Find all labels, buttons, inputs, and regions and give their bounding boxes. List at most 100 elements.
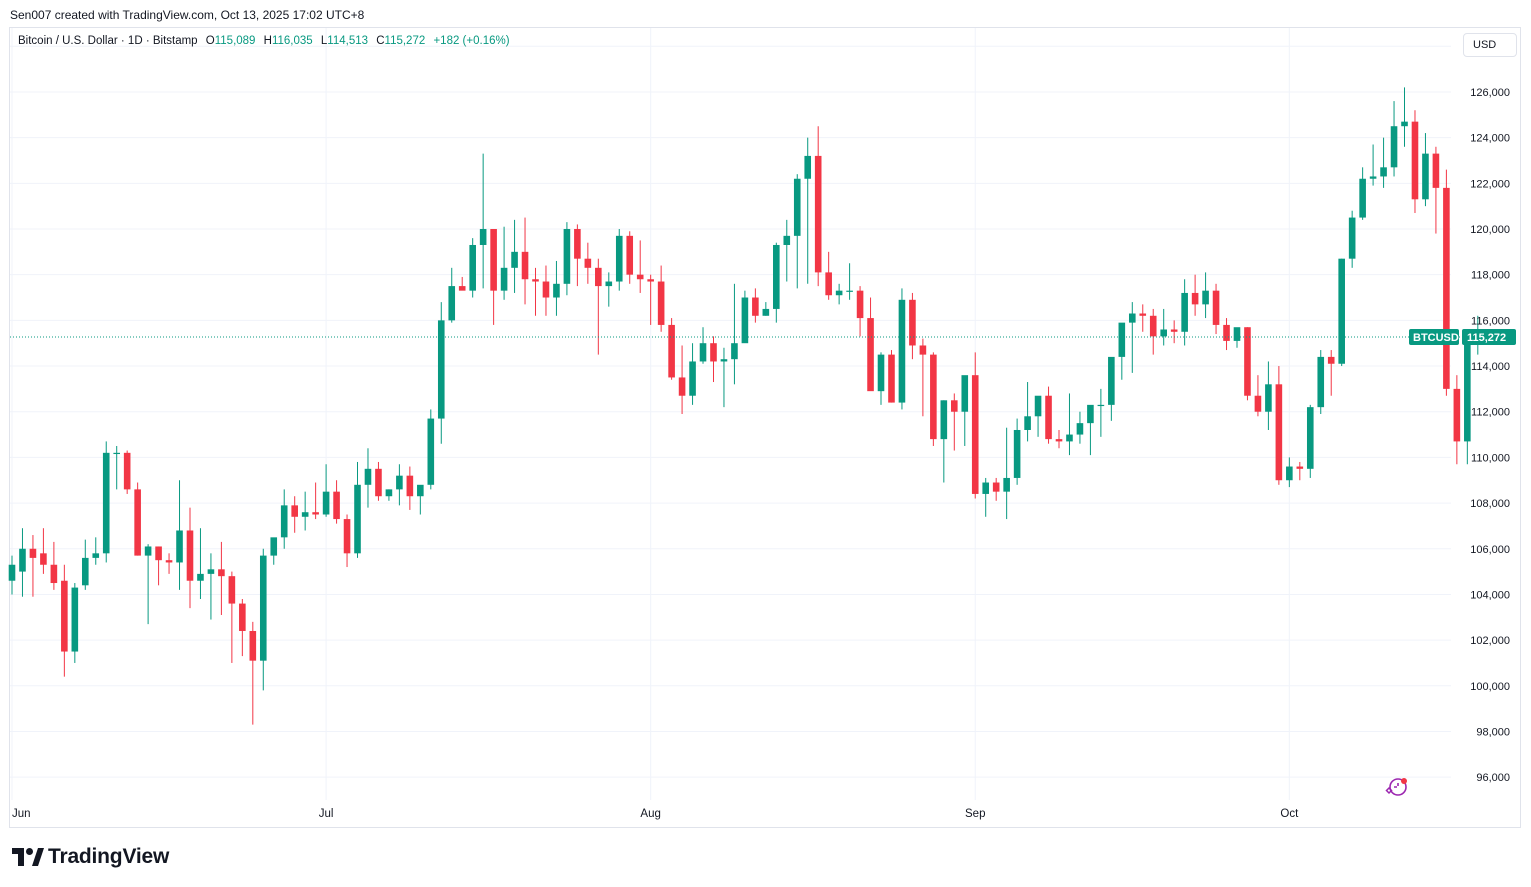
time-axis: Jun Jul Aug Sep Oct <box>12 808 1299 820</box>
candle-up <box>741 290 749 344</box>
candle-up <box>259 548 267 691</box>
candle-down <box>123 450 131 494</box>
candle-up <box>176 480 183 590</box>
candle-body <box>605 281 613 287</box>
candle-down <box>1244 327 1251 401</box>
candle-body <box>207 569 215 574</box>
candle-body <box>752 297 759 316</box>
candle-down <box>595 258 602 355</box>
candle-body <box>259 555 267 661</box>
candle-body <box>322 491 330 515</box>
candle-body <box>825 272 832 296</box>
candle-down <box>930 352 937 446</box>
candle-up <box>804 137 812 284</box>
symbol-legend[interactable]: Bitcoin / U.S. Dollar · 1D · Bitstamp O1… <box>18 35 510 47</box>
candle-up <box>113 445 120 490</box>
price-axis: 96,000 98,000 100,000 102,000 104,000 106,000… <box>1470 41 1510 784</box>
candle-down <box>1139 304 1147 332</box>
candle-down <box>971 352 979 499</box>
candle-body <box>1348 217 1356 259</box>
candle-body <box>50 564 58 584</box>
candle-down <box>657 265 665 332</box>
time-tick-label: Oct <box>1280 808 1299 820</box>
candle-body <box>291 505 298 517</box>
candle-down <box>1045 386 1052 444</box>
candle-down <box>165 553 173 574</box>
candle-body <box>1432 153 1440 188</box>
candle-body <box>940 400 948 440</box>
candle-body <box>1453 388 1461 442</box>
price-tick-label: 120,000 <box>1470 224 1510 236</box>
candle-body <box>741 297 749 344</box>
price-tick-label: 100,000 <box>1470 681 1510 693</box>
candle-up <box>364 448 372 508</box>
candle-body <box>197 573 204 581</box>
candle-up <box>280 489 288 549</box>
candle-body <box>385 489 393 497</box>
candle-body <box>19 548 26 572</box>
candle-down <box>1170 320 1178 344</box>
candle-body <box>228 576 236 604</box>
tradingview-brand[interactable]: TradingView <box>12 845 170 868</box>
candle-down <box>61 564 68 677</box>
candle-body <box>448 286 456 321</box>
price-tick-label: 104,000 <box>1470 589 1510 601</box>
candle-down <box>375 461 382 501</box>
tradingview-logo-icon <box>12 848 44 866</box>
price-tag: BTCUSD 115,272 <box>1409 328 1516 345</box>
candle-body <box>343 519 351 554</box>
candle-down <box>50 541 58 590</box>
candle-down <box>218 541 225 615</box>
candle-body <box>1464 340 1471 442</box>
candle-down <box>532 267 539 316</box>
chart-attribution: Sen007 created with TradingView.com, Oct… <box>10 8 365 22</box>
candle-body <box>1223 324 1230 341</box>
candle-up <box>762 302 770 316</box>
candle-down <box>29 535 37 597</box>
candle-up <box>1306 404 1314 478</box>
candle-body <box>165 560 173 563</box>
candle-body <box>364 468 372 485</box>
candle-down <box>1254 375 1262 417</box>
candle-body <box>490 228 497 291</box>
candle-down <box>825 251 832 300</box>
horizontal-gridlines <box>10 45 1451 778</box>
candle-down <box>647 274 654 325</box>
candle-up <box>1338 258 1345 367</box>
currency-button[interactable]: USD <box>1463 33 1517 57</box>
candle-body <box>1128 313 1136 323</box>
time-tick-label: Jul <box>319 808 334 820</box>
candle-body <box>155 546 162 561</box>
candle-body <box>762 308 770 316</box>
candle-up <box>479 153 487 289</box>
tradingview-wordmark: TradingView <box>48 845 170 868</box>
candle-up <box>270 537 278 565</box>
legend-symbol: Bitcoin / U.S. Dollar · 1D · Bitstamp <box>18 35 198 47</box>
candle-body <box>930 354 937 440</box>
candle-body <box>783 235 791 245</box>
candle-body <box>1139 313 1147 316</box>
candle-body <box>144 546 152 556</box>
candle-down <box>1296 461 1304 481</box>
candle-up <box>1118 322 1126 380</box>
candle-body <box>239 603 246 631</box>
candle-up <box>448 267 456 323</box>
candle-down <box>814 126 822 287</box>
candle-down <box>333 480 340 524</box>
legend-open-label: O <box>205 35 215 47</box>
candle-body <box>375 468 382 497</box>
candle-body <box>1066 434 1073 442</box>
candle-body <box>186 530 194 581</box>
candle-body <box>532 279 539 282</box>
candle-body <box>1338 258 1345 364</box>
candle-up <box>197 528 204 600</box>
sparkle-assistant-icon[interactable] <box>1383 773 1411 801</box>
candle-body <box>626 235 634 275</box>
price-tick-label: 96,000 <box>1476 772 1510 784</box>
candle-body <box>574 228 581 259</box>
candle-down <box>668 318 675 380</box>
candle-down <box>678 345 686 414</box>
candle-body <box>856 290 864 319</box>
candle-down <box>710 336 717 383</box>
